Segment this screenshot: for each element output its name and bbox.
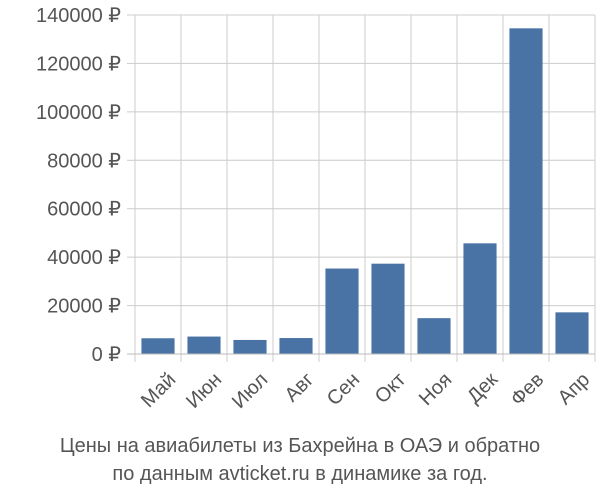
x-tick-label: Окт (371, 369, 410, 408)
bar-10 (555, 312, 589, 354)
price-chart: 0 ₽ 20000 ₽ 40000 ₽ 60000 ₽ 80000 ₽ 100000 ₽ 1… (36, 5, 596, 413)
x-tick-label: Май (137, 369, 180, 412)
bar-8 (463, 243, 497, 354)
bar-chart-svg: 0 ₽ 20000 ₽ 40000 ₽ 60000 ₽ 80000 ₽ 100000 ₽ 1… (36, 5, 596, 413)
caption-line-2: по данным avticket.ru в динамике за год. (112, 463, 488, 485)
bar-1 (141, 338, 175, 354)
x-tick-label: Сен (323, 369, 364, 410)
x-tick-label: Авг (281, 369, 319, 407)
y-tick-label: 140000 ₽ (36, 5, 121, 27)
bar-5 (325, 268, 359, 354)
x-tick-label: Дек (463, 369, 502, 408)
bar-3 (233, 339, 267, 354)
x-tick-label: Фев (507, 369, 549, 411)
y-tick-label: 0 ₽ (92, 344, 122, 366)
chart-caption: Цены на авиабилеты из Бахрейна в ОАЭ и о… (0, 432, 600, 488)
bar-4 (279, 338, 313, 354)
x-tick-label: Апр (554, 369, 595, 410)
bar-2 (187, 336, 221, 354)
bar-7 (417, 318, 451, 354)
caption-line-1: Цены на авиабилеты из Бахрейна в ОАЭ и о… (59, 435, 541, 457)
bar-6 (371, 263, 405, 354)
y-tick-label: 40000 ₽ (47, 247, 121, 269)
x-tick-label: Ноя (415, 369, 456, 410)
y-tick-label: 100000 ₽ (36, 102, 121, 124)
y-tick-label: 80000 ₽ (47, 150, 121, 172)
bar-9 (509, 28, 543, 354)
x-tick-label: Июл (228, 369, 272, 413)
y-tick-label: 20000 ₽ (47, 296, 121, 318)
y-tick-label: 60000 ₽ (47, 199, 121, 221)
y-tick-label: 120000 ₽ (36, 53, 121, 75)
x-tick-label: Июн (182, 369, 226, 413)
